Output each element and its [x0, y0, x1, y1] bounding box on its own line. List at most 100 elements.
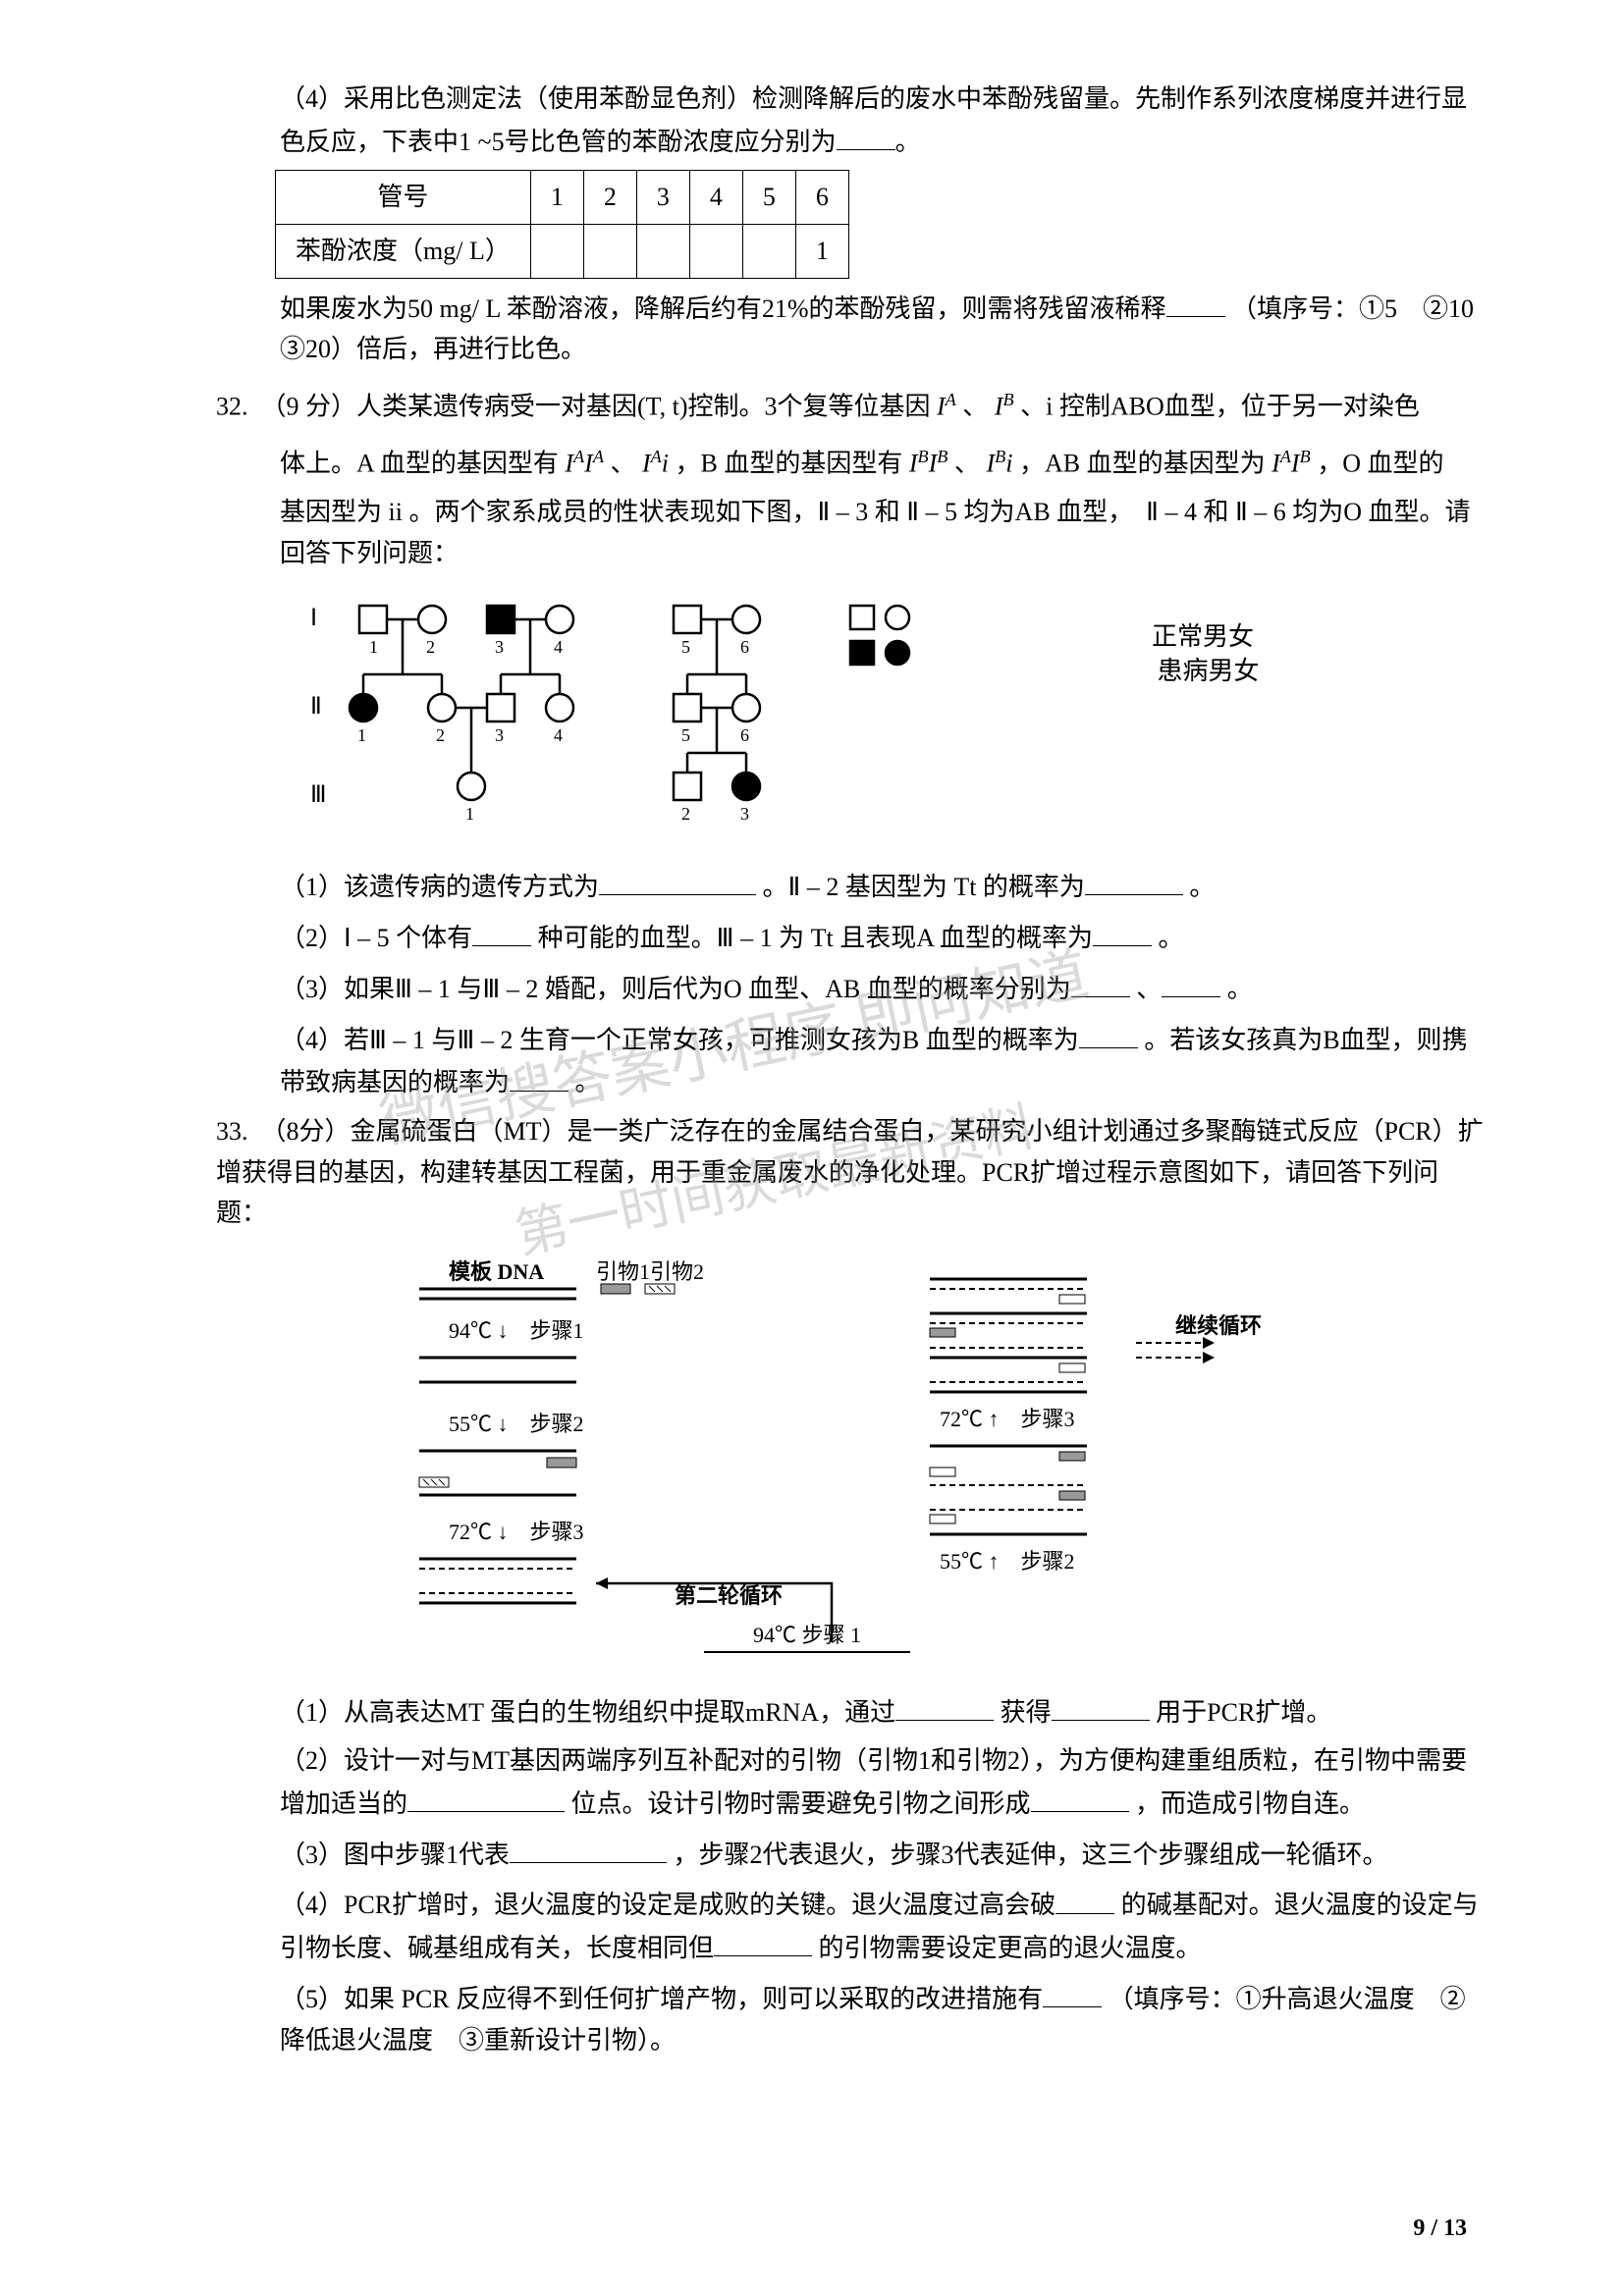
ia-sup: A	[946, 390, 956, 409]
svg-text:3: 3	[495, 637, 504, 657]
q33-head-text: 33. （8分）金属硫蛋白（MT）是一类广泛存在的金属结合蛋白，某研究小组计划通…	[216, 1117, 1484, 1227]
g1s: A	[573, 447, 584, 466]
g3: I	[642, 450, 651, 478]
svg-text:2: 2	[426, 637, 435, 657]
g2: I	[584, 450, 593, 478]
blank	[895, 1690, 994, 1721]
q32-4a: （4）若Ⅲ – 1 与Ⅲ – 2 生育一个正常女孩，可推测女孩为B 血型的概率为	[280, 1026, 1079, 1054]
q32-1a: （1）该遗传病的遗传方式为	[280, 873, 599, 901]
t31-v2	[583, 224, 636, 278]
q33-1: （1）从高表达MT 蛋白的生物组织中提取mRNA，通过 获得 用于PCR扩增。	[216, 1690, 1487, 1734]
svg-text:6: 6	[740, 725, 749, 745]
q32-3a: （3）如果Ⅲ – 1 与Ⅲ – 2 婚配，则后代为O 血型、AB 血型的概率分别…	[280, 975, 1071, 1003]
pedigree-diagram: Ⅰ Ⅱ Ⅲ 1 2 3 4 5 6 1 2	[216, 586, 1487, 854]
blank	[1166, 287, 1225, 317]
sep: 、	[610, 450, 635, 478]
q32-l2d: ，O 血型的	[1317, 450, 1443, 478]
q32-1b: 。Ⅱ – 2 基因型为 Tt 的概率为	[763, 873, 1085, 901]
t31-c2: 2	[583, 171, 636, 225]
q32-l2a: 体上。A 血型的基因型有	[280, 450, 559, 478]
q32-line3: 基因型为 ii 。两个家系成员的性状表现如下图，Ⅱ – 3 和 Ⅱ – 5 均为…	[216, 492, 1487, 573]
q33-1c: 用于PCR扩增。	[1156, 1698, 1331, 1727]
q32-line2: 体上。A 血型的基因型有 IAIA 、 IAi ，B 血型的基因型有 IBIB …	[216, 443, 1487, 484]
g4: I	[909, 450, 918, 478]
svg-text:Ⅱ: Ⅱ	[310, 694, 322, 720]
q33-2b: 位点。设计引物时需要避免引物之间形成	[571, 1789, 1031, 1818]
svg-text:第二轮循环: 第二轮循环	[675, 1583, 783, 1608]
g6s: B	[995, 447, 1005, 466]
q33-3a: （3）图中步骤1代表	[280, 1841, 510, 1869]
svg-text:1: 1	[465, 804, 474, 824]
q32-l3: 基因型为 ii 。两个家系成员的性状表现如下图，Ⅱ – 3 和 Ⅱ – 5 均为…	[280, 498, 1471, 567]
q33-4: （4）PCR扩增时，退火温度的设定是成败的关键。退火温度过高会破 的碱基配对。退…	[216, 1883, 1487, 1969]
t31-c3: 3	[636, 171, 689, 225]
g6i: i	[1005, 450, 1012, 478]
svg-text:72℃ ↓ 步骤3: 72℃ ↓ 步骤3	[449, 1520, 584, 1544]
page-number: 9 / 13	[1413, 2210, 1467, 2247]
svg-text:5: 5	[681, 725, 690, 745]
q32-3b: 、	[1136, 975, 1162, 1003]
q33-head: 33. （8分）金属硫蛋白（MT）是一类广泛存在的金属结合蛋白，某研究小组计划通…	[216, 1111, 1487, 1234]
g5s: B	[937, 447, 947, 466]
g5: I	[929, 450, 938, 478]
svg-text:Ⅰ: Ⅰ	[310, 606, 317, 631]
blank	[1031, 1782, 1129, 1812]
q32-1: （1）该遗传病的遗传方式为 。Ⅱ – 2 基因型为 Tt 的概率为 。	[216, 865, 1487, 908]
q31-4b-text: 如果废水为50 mg/ L 苯酚溶液，降解后约有21%的苯酚残留，则需将残留液稀…	[216, 287, 1487, 370]
svg-text:3: 3	[495, 725, 504, 745]
g4s: B	[918, 447, 929, 466]
t31-r2-label: 苯酚浓度（mg/ L）	[276, 224, 531, 278]
q31-4b: 如果废水为50 mg/ L 苯酚溶液，降解后约有21%的苯酚残留，则需将残留液稀…	[280, 294, 1166, 323]
t31-c5: 5	[742, 171, 795, 225]
svg-text:3: 3	[740, 804, 749, 824]
t31-v1	[530, 224, 583, 278]
q32-head: 32. （9 分）人类某遗传病受一对基因(T, t)控制。3个复等位基因 IA …	[216, 386, 1487, 427]
g7: I	[1272, 450, 1280, 478]
svg-text:4: 4	[554, 725, 563, 745]
blank	[1085, 865, 1183, 895]
q32-3c: 。	[1227, 975, 1253, 1003]
table-31: 管号 1 2 3 4 5 6 苯酚浓度（mg/ L） 1	[275, 170, 849, 278]
svg-text:94℃ ↓ 步骤1: 94℃ ↓ 步骤1	[449, 1318, 584, 1343]
blank	[472, 916, 531, 946]
ib-sup: B	[1002, 390, 1013, 409]
q33-5: （5）如果 PCR 反应得不到任何扩增产物，则可以采取的改进措施有 （填序号：①…	[216, 1977, 1487, 2060]
svg-text:55℃ ↑ 步骤2: 55℃ ↑ 步骤2	[940, 1549, 1075, 1574]
q32-head3: 、i 控制ABO血型，位于另一对染色	[1020, 393, 1420, 421]
svg-text:6: 6	[740, 637, 749, 657]
blank	[599, 865, 756, 895]
svg-text:55℃ ↓ 步骤2: 55℃ ↓ 步骤2	[449, 1412, 584, 1436]
pcr-diagram: 模板 DNA 引物1引物2 94℃ ↓ 步骤1 55℃ ↓ 步骤2 72℃ ↓ …	[216, 1250, 1487, 1675]
g3s: A	[651, 447, 662, 466]
blank	[407, 1782, 565, 1812]
g7s: A	[1280, 447, 1291, 466]
legend-affected: 患病男女	[1158, 657, 1260, 685]
q33-3b: ，步骤2代表退火，步骤3代表延伸，这三个步骤组成一轮循环。	[674, 1841, 1388, 1869]
q32-head-text: 32. （9 分）人类某遗传病受一对基因(T, t)控制。3个复等位基因	[216, 393, 931, 421]
svg-text:1: 1	[357, 725, 366, 745]
blank	[1079, 1018, 1138, 1048]
svg-text:2: 2	[681, 804, 690, 824]
t31-c6: 6	[795, 171, 848, 225]
q32-1c: 。	[1189, 873, 1215, 901]
t31-v3	[636, 224, 689, 278]
t31-v4	[689, 224, 742, 278]
svg-text:1: 1	[369, 637, 378, 657]
svg-text:Ⅲ: Ⅲ	[310, 782, 327, 808]
q32-2a: （2）Ⅰ – 5 个体有	[280, 924, 472, 952]
q31-4-end: 。	[895, 128, 921, 156]
q33-1b: 获得	[1001, 1698, 1052, 1727]
q32-2: （2）Ⅰ – 5 个体有 种可能的血型。Ⅲ – 1 为 Tt 且表现A 血型的概…	[216, 916, 1487, 959]
q32-3: （3）如果Ⅲ – 1 与Ⅲ – 2 婚配，则后代为O 血型、AB 血型的概率分别…	[216, 967, 1487, 1010]
t31-c4: 4	[689, 171, 742, 225]
svg-text:4: 4	[554, 637, 563, 657]
blank	[837, 120, 895, 150]
blank	[714, 1926, 812, 1956]
svg-text:5: 5	[681, 637, 690, 657]
q33-1a: （1）从高表达MT 蛋白的生物组织中提取mRNA，通过	[280, 1698, 895, 1727]
t31-v6: 1	[795, 224, 848, 278]
q32-2c: 。	[1159, 924, 1184, 952]
blank	[1043, 1977, 1102, 2007]
svg-text:2: 2	[436, 725, 445, 745]
svg-text:72℃ ↑ 步骤3: 72℃ ↑ 步骤3	[940, 1407, 1075, 1431]
